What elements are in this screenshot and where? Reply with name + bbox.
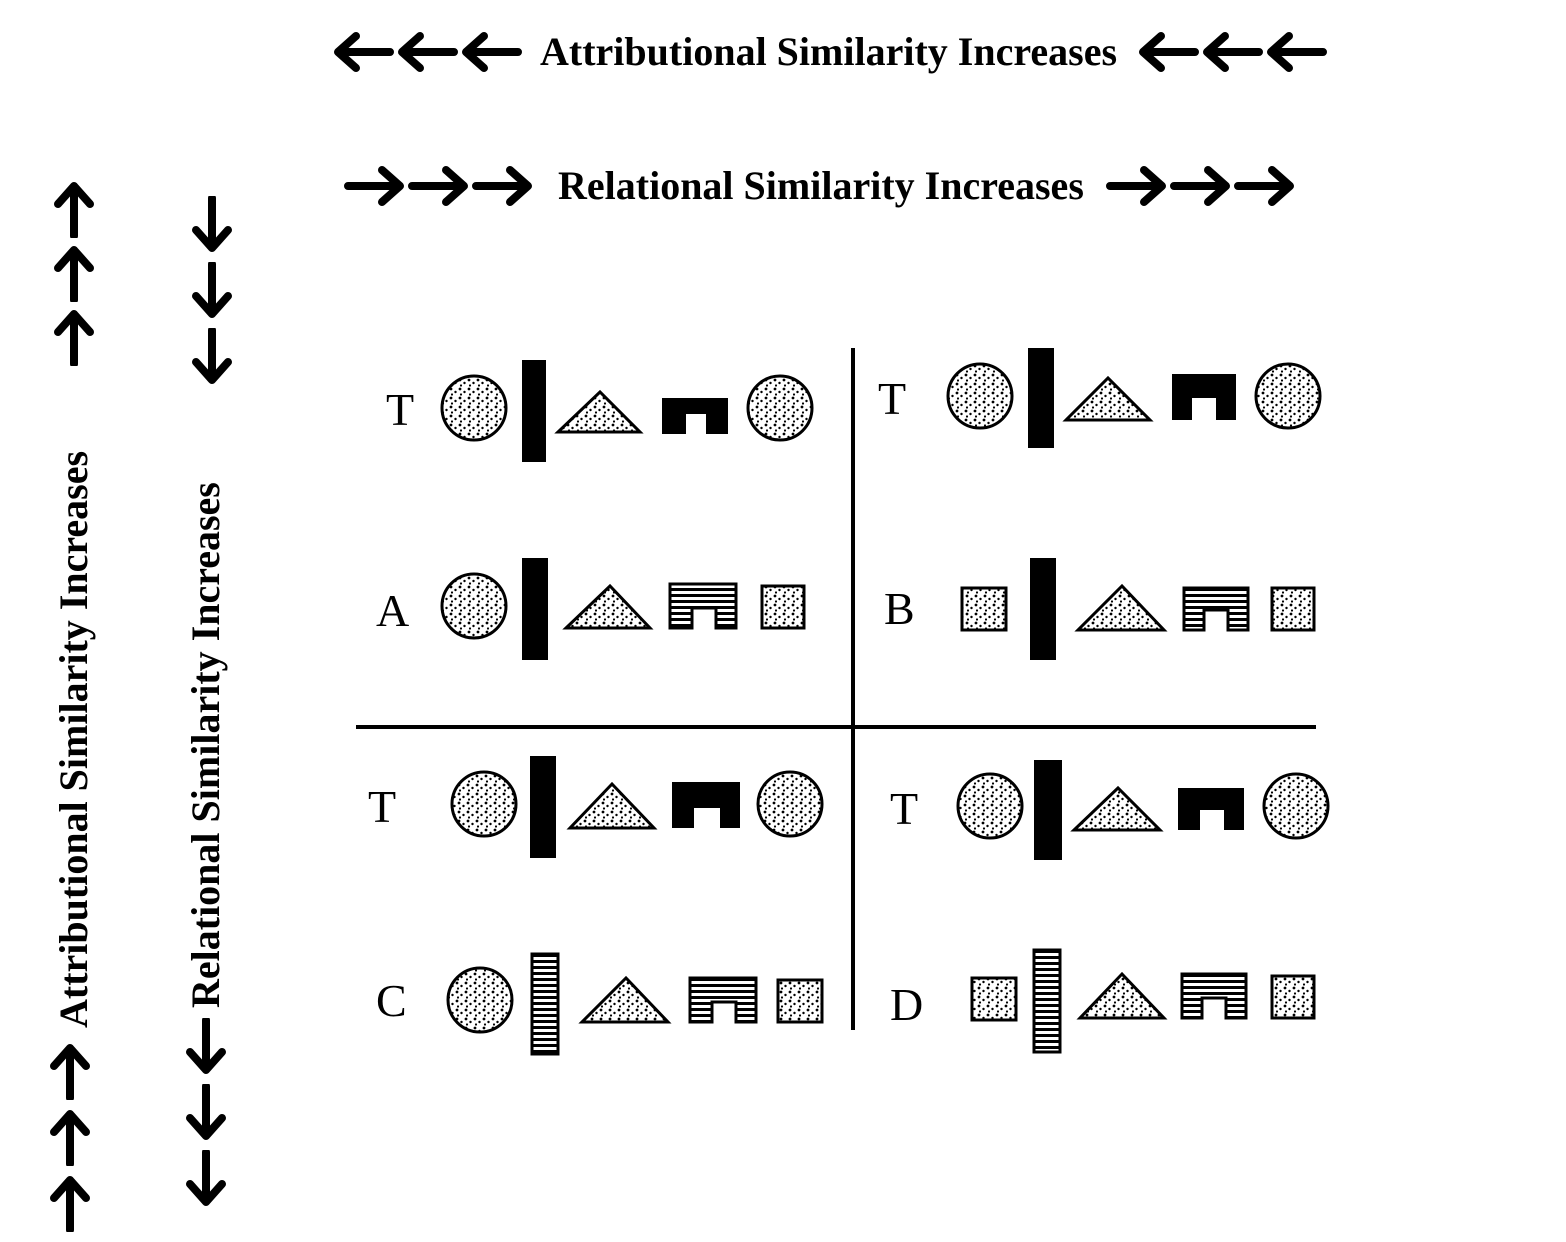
top-attributional-row: Attributional Similarity Increases — [330, 28, 1328, 76]
arrow-left-icon — [1267, 32, 1328, 72]
arrow-right-icon — [1233, 166, 1294, 206]
top-attributional-label: Attributional Similarity Increases — [540, 29, 1118, 74]
quadrant-a-target-row — [440, 360, 814, 462]
arrow-right-icon — [408, 166, 468, 206]
quadrant-d-target-label: T — [890, 783, 919, 834]
quadrant-d-target-row — [956, 760, 1330, 860]
quadrant-b-comparison-row — [960, 558, 1316, 660]
arrow-down-icon — [186, 1018, 226, 1074]
striped-arch — [668, 582, 738, 630]
dotted-square — [776, 978, 824, 1024]
side-relational-label: Relational Similarity Increases — [183, 482, 228, 1008]
vertical-divider — [851, 348, 855, 1030]
quadrant-a-comparison-label: A — [376, 585, 410, 636]
arrow-up-icon — [54, 182, 94, 238]
arrow-down-icon — [192, 196, 232, 252]
black-bar — [1034, 760, 1062, 860]
quadrant-c-comparison-row — [446, 952, 824, 1056]
arrow-left-icon — [462, 32, 522, 72]
quadrant-a-target-label: T — [386, 384, 415, 435]
dotted-triangle — [1070, 785, 1164, 832]
dotted-circle — [1254, 362, 1322, 430]
arrow-down-icon — [192, 328, 232, 384]
side-attributional-label: Attributional Similarity Increases — [51, 450, 96, 1028]
dotted-circle — [446, 966, 514, 1034]
dotted-triangle — [566, 781, 658, 830]
arrow-down-icon — [192, 262, 232, 318]
black-bar — [1030, 558, 1056, 660]
arrow-up-icon — [50, 1176, 90, 1232]
dotted-square — [960, 586, 1008, 632]
quadrant-d-comparison-row — [970, 948, 1316, 1054]
arrow-right-icon — [344, 166, 404, 206]
arrow-left-group — [330, 28, 522, 76]
dotted-triangle — [1074, 583, 1168, 632]
dotted-circle — [450, 770, 518, 838]
arrow-left-icon — [398, 32, 458, 72]
arrow-up-icon — [54, 310, 94, 366]
arrow-down-icon — [186, 1084, 226, 1140]
dotted-circle — [956, 772, 1024, 840]
black-bar — [522, 558, 548, 660]
side-up-arrows-bottom — [46, 1040, 94, 1232]
dotted-square — [1270, 974, 1316, 1020]
black-arch — [1172, 374, 1236, 420]
arrow-left-icon — [334, 32, 394, 72]
dotted-circle — [440, 572, 508, 640]
black-bar — [522, 360, 546, 462]
top-relational-row: Relational Similarity Increases — [344, 162, 1298, 210]
striped-bar — [1032, 948, 1062, 1054]
dotted-circle — [746, 374, 814, 442]
quadrant-a-comparison-row — [440, 558, 806, 660]
black-arch — [662, 398, 728, 434]
striped-arch — [688, 976, 758, 1024]
dotted-square — [970, 976, 1018, 1022]
quadrant-c-target-row — [450, 756, 824, 858]
dotted-square — [760, 584, 806, 630]
quadrant-d-comparison-label: D — [890, 979, 924, 1030]
dotted-triangle — [554, 389, 644, 434]
quadrant-b-target-label: T — [878, 373, 907, 424]
arrow-right-group — [1105, 162, 1298, 210]
black-arch — [1178, 788, 1244, 830]
black-bar — [1028, 348, 1054, 448]
top-relational-label: Relational Similarity Increases — [558, 163, 1084, 208]
quadrant-b-comparison-label: B — [884, 583, 915, 634]
dotted-triangle — [1062, 375, 1154, 422]
arrow-right-group — [344, 162, 536, 210]
arrow-up-icon — [50, 1044, 90, 1100]
arrow-right-icon — [1169, 166, 1230, 206]
side-down-arrows-top — [188, 196, 236, 388]
dotted-circle — [440, 374, 508, 442]
dotted-triangle — [1076, 971, 1168, 1020]
dotted-circle — [946, 362, 1014, 430]
arrow-left-icon — [1203, 32, 1264, 72]
side-down-arrows-bottom — [182, 1018, 230, 1210]
arrow-up-icon — [54, 246, 94, 302]
dotted-triangle — [578, 975, 672, 1024]
arrow-left-group — [1135, 28, 1328, 76]
quadrant-c-comparison-label: C — [376, 975, 407, 1026]
dotted-triangle — [562, 583, 654, 630]
arrow-down-icon — [186, 1150, 226, 1206]
striped-bar — [530, 952, 560, 1056]
black-bar — [530, 756, 556, 858]
side-up-arrows-top — [50, 178, 98, 366]
arrow-right-icon — [472, 166, 532, 206]
striped-arch — [1182, 586, 1250, 632]
arrow-left-icon — [1139, 32, 1200, 72]
quadrant-b-target-row — [946, 348, 1322, 448]
arrow-up-icon — [50, 1110, 90, 1166]
horizontal-divider — [356, 725, 1316, 729]
dotted-circle — [756, 770, 824, 838]
dotted-circle — [1262, 772, 1330, 840]
dotted-square — [1270, 586, 1316, 632]
arrow-right-icon — [1105, 166, 1166, 206]
quadrant-c-target-label: T — [368, 781, 397, 832]
striped-arch — [1180, 972, 1248, 1020]
black-arch — [672, 782, 740, 828]
